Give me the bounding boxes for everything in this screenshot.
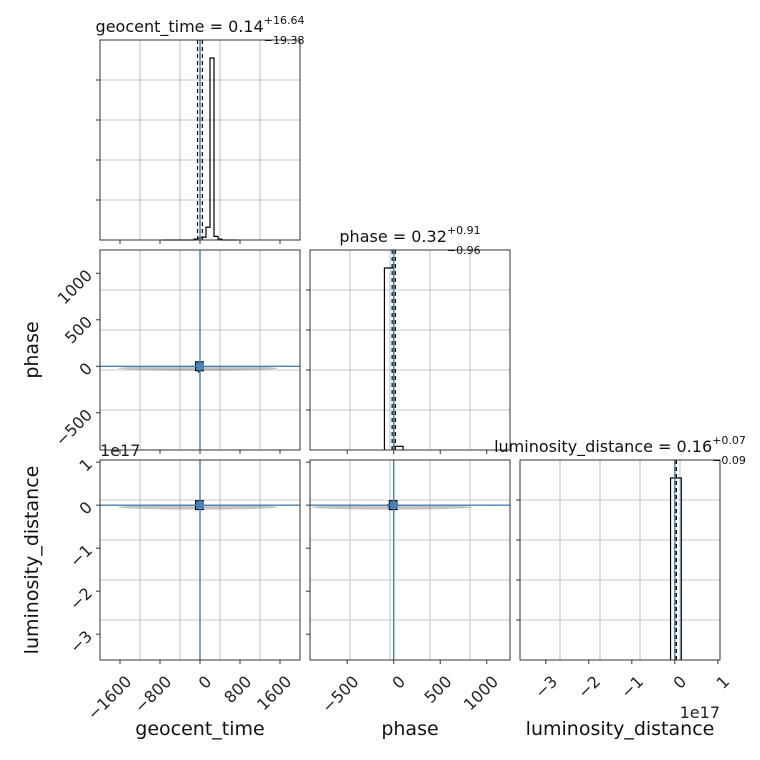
y-tick-label: −3	[66, 627, 96, 657]
x-tick-label: 0	[670, 672, 691, 693]
x-tick-label: −3	[531, 672, 561, 702]
title-minus: −0.09	[712, 454, 746, 467]
y-tick-label: 0	[75, 498, 96, 519]
y-tick-label: −1	[66, 541, 96, 571]
x-tick-label: 500	[421, 672, 456, 707]
x-axis-label-phase: phase	[381, 718, 438, 740]
truth-marker	[389, 501, 398, 510]
scatter-panel-phase-vs-geocent_time: −500 0 500 1000	[51, 249, 301, 454]
title-minus: −0.96	[447, 244, 481, 257]
truth-marker	[196, 362, 204, 371]
x-tick-label: −800	[131, 672, 176, 717]
title-plus: +0.91	[447, 224, 481, 237]
hist-panel-geocent_time: geocent_time = 0.14+16.64−19.38	[96, 14, 305, 244]
y-tick-label: 500	[61, 312, 96, 347]
y-axis-label-phase: phase	[21, 321, 43, 378]
y-tick-label: −2	[66, 584, 96, 614]
panel-title-phase: phase = 0.32+0.91	[339, 224, 480, 246]
x-tick-label: 800	[220, 672, 255, 707]
x-tick-label: 1	[713, 672, 734, 693]
title-value: luminosity_distance = 0.16	[494, 437, 712, 457]
hist-panel-phase: phase = 0.32+0.91−0.96	[306, 224, 511, 454]
title-value: geocent_time = 0.14	[96, 17, 264, 37]
hist-panel-luminosity_distance: luminosity_distance = 0.16+0.07−0.09	[494, 434, 746, 661]
title-minus: −19.38	[264, 34, 305, 47]
scatter-panel-luminosity_distance-vs-geocent_time: −3 −2 −1 0 1	[66, 455, 301, 661]
y-tick-label: 1	[75, 455, 96, 476]
y-axis-label-luminosity_distance: luminosity_distance	[21, 466, 43, 655]
panel-frame	[519, 459, 721, 661]
x-tick-label: 1600	[253, 672, 295, 714]
scatter-panel-luminosity_distance-vs-phase	[306, 459, 511, 661]
truth-marker	[196, 501, 204, 510]
y-tick-label: 0	[75, 359, 96, 380]
panel-title-luminosity_distance: luminosity_distance = 0.16+0.07	[494, 434, 746, 457]
panel-title-geocent_time: geocent_time = 0.14+16.64	[96, 14, 305, 37]
x-axis-label-geocent_time: geocent_time	[135, 718, 264, 740]
title-plus: +16.64	[264, 14, 305, 27]
x-tick-label: −500	[318, 672, 363, 717]
x-tick-label: 1000	[460, 672, 502, 714]
x-axis-label-luminosity_distance: luminosity_distance	[526, 718, 715, 740]
x-tick-label: −1600	[84, 672, 136, 724]
panel-frame	[309, 249, 511, 451]
y-tick-label: 1000	[54, 266, 96, 308]
panel-frame	[309, 459, 511, 661]
x-tick-label: −1	[617, 672, 647, 702]
x-offset-label: 1e17	[680, 703, 720, 722]
x-tick-label: 0	[195, 672, 216, 693]
y-offset-label: 1e17	[100, 441, 140, 460]
title-value: phase = 0.32	[339, 227, 446, 246]
x-tick-label: 0	[388, 672, 409, 693]
y-tick-label: −500	[51, 405, 96, 450]
x-tick-label: −2	[574, 672, 604, 702]
title-plus: +0.07	[712, 434, 746, 447]
